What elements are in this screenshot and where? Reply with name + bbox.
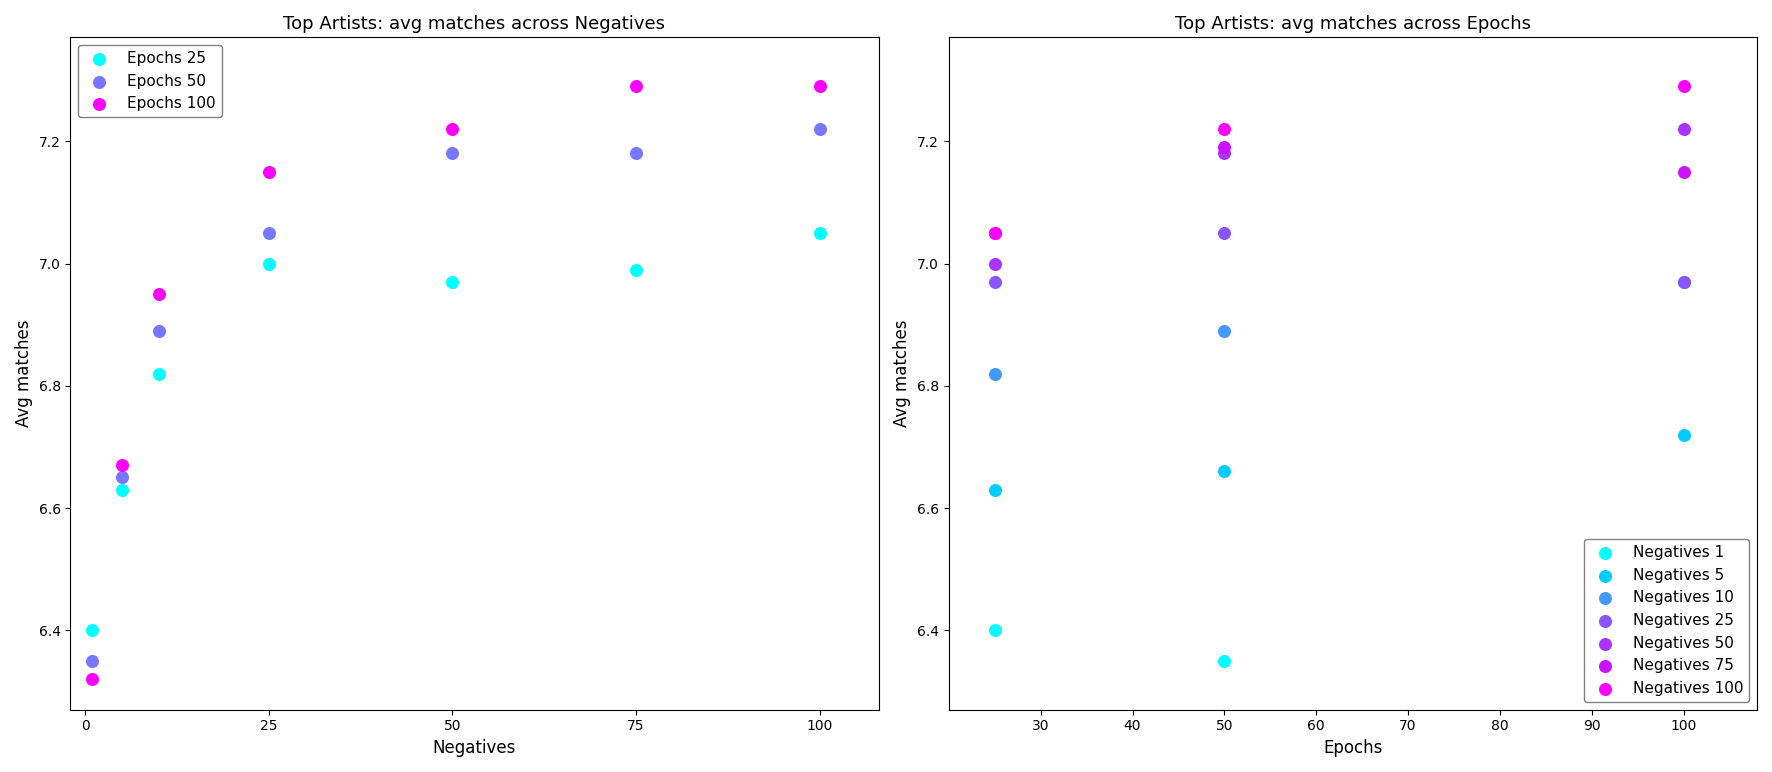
Epochs 100 (438, 123, 466, 135)
Epochs 50 (78, 655, 106, 667)
Negatives 100 (1669, 80, 1698, 93)
Epochs 100 (622, 80, 650, 93)
Negatives 100 (1210, 123, 1239, 135)
Negatives 25 (1669, 276, 1698, 288)
Negatives 75 (980, 227, 1008, 239)
Negatives 1 (1669, 686, 1698, 698)
Negatives 25 (980, 276, 1008, 288)
Y-axis label: Avg matches: Avg matches (14, 320, 34, 427)
Epochs 25 (622, 263, 650, 276)
Epochs 25 (144, 367, 172, 380)
Legend: Epochs 25, Epochs 50, Epochs 100: Epochs 25, Epochs 50, Epochs 100 (78, 45, 222, 117)
Epochs 25 (78, 624, 106, 636)
Epochs 50 (108, 471, 136, 483)
Negatives 75 (1210, 141, 1239, 154)
Negatives 50 (1669, 123, 1698, 135)
Negatives 50 (1210, 147, 1239, 160)
Epochs 100 (144, 288, 172, 300)
Negatives 5 (1210, 466, 1239, 478)
X-axis label: Negatives: Negatives (432, 739, 516, 757)
Y-axis label: Avg matches: Avg matches (893, 320, 911, 427)
Negatives 50 (980, 257, 1008, 269)
X-axis label: Epochs: Epochs (1324, 739, 1382, 757)
Legend: Negatives 1, Negatives 5, Negatives 10, Negatives 25, Negatives 50, Negatives 75: Negatives 1, Negatives 5, Negatives 10, … (1584, 539, 1749, 702)
Negatives 100 (980, 227, 1008, 239)
Epochs 100 (78, 673, 106, 686)
Title: Top Artists: avg matches across Negatives: Top Artists: avg matches across Negative… (284, 15, 666, 33)
Negatives 10 (1210, 324, 1239, 337)
Epochs 50 (622, 147, 650, 160)
Negatives 25 (1210, 227, 1239, 239)
Epochs 50 (806, 123, 835, 135)
Negatives 10 (980, 367, 1008, 380)
Title: Top Artists: avg matches across Epochs: Top Artists: avg matches across Epochs (1175, 15, 1531, 33)
Epochs 100 (255, 166, 284, 178)
Negatives 1 (980, 624, 1008, 636)
Epochs 50 (255, 227, 284, 239)
Epochs 25 (438, 276, 466, 288)
Epochs 25 (255, 257, 284, 269)
Epochs 100 (806, 80, 835, 93)
Epochs 50 (438, 147, 466, 160)
Epochs 25 (108, 483, 136, 496)
Epochs 100 (108, 459, 136, 472)
Negatives 10 (1669, 276, 1698, 288)
Negatives 1 (1210, 655, 1239, 667)
Negatives 5 (980, 483, 1008, 496)
Epochs 50 (144, 324, 172, 337)
Negatives 5 (1669, 428, 1698, 441)
Negatives 75 (1669, 166, 1698, 178)
Epochs 25 (806, 227, 835, 239)
